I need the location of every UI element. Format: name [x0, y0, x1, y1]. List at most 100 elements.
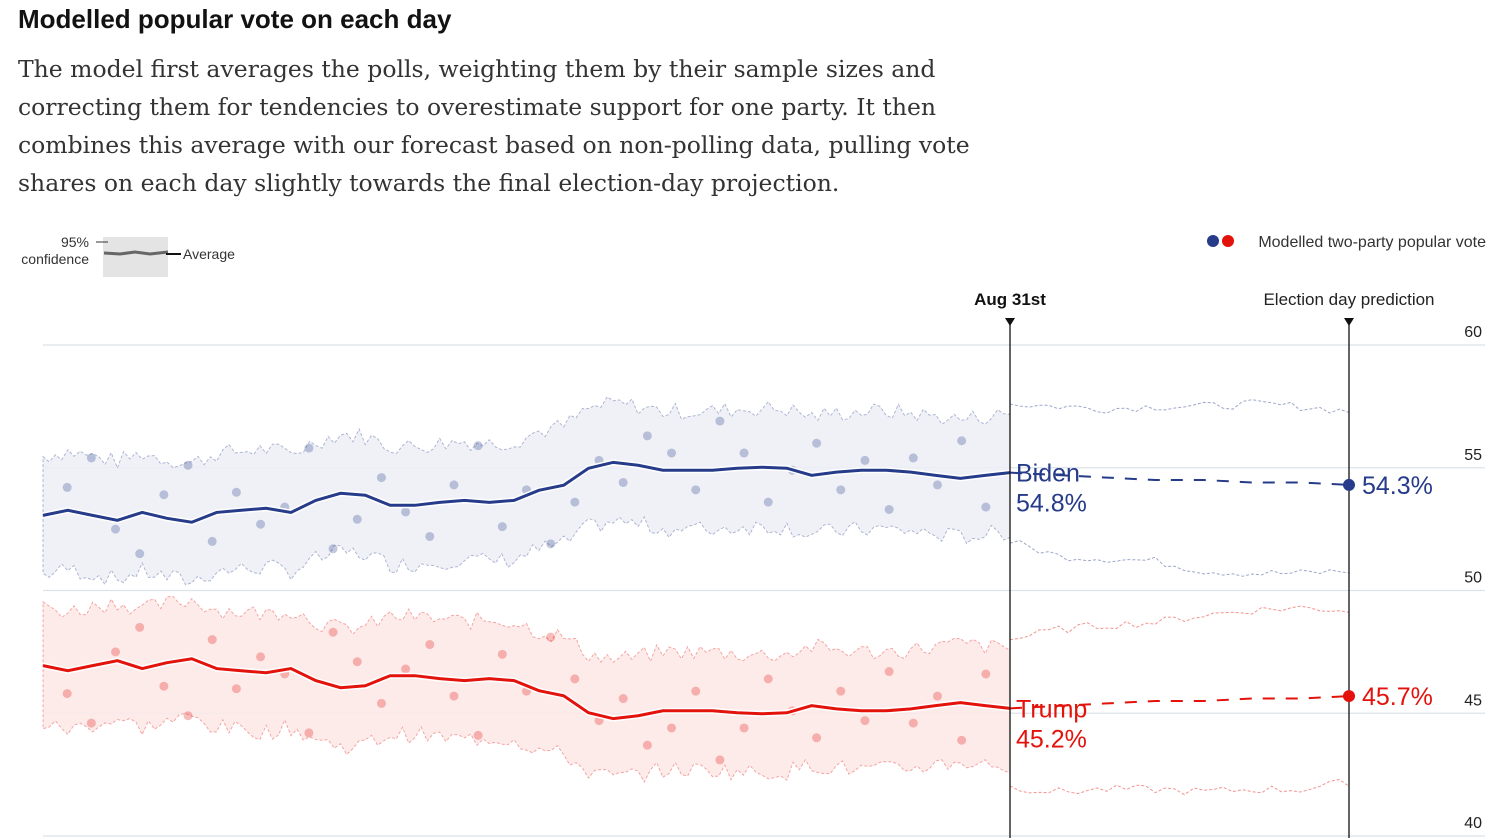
biden-poll-dot — [425, 531, 435, 541]
biden-poll-dot — [352, 514, 362, 524]
trump-poll-dot — [401, 664, 411, 674]
legend-band-swatch — [103, 237, 168, 277]
trump-poll-dot — [111, 647, 121, 657]
trump-projection-line — [1009, 695, 1350, 710]
biden-poll-dot — [86, 453, 96, 463]
legend-trump-dot — [1222, 235, 1234, 247]
biden-poll-dot — [860, 455, 870, 465]
y-tick-label: 45 — [1464, 692, 1482, 709]
trump-poll-dot — [352, 657, 362, 667]
trump-name-label: Trump — [1016, 695, 1087, 723]
biden-poll-dot — [449, 480, 459, 490]
trump-poll-dot — [86, 718, 96, 728]
chart-title: Modelled popular vote on each day — [18, 4, 452, 34]
legend-average-label: Average — [183, 246, 235, 262]
legend-confidence-label-2: confidence — [21, 251, 89, 267]
biden-poll-dot — [159, 490, 169, 500]
biden-projection-lower — [1009, 539, 1350, 577]
trump-poll-dot — [812, 733, 822, 743]
trump-poll-dot — [231, 684, 241, 694]
trump-poll-dot — [981, 669, 991, 679]
trump-poll-dot — [546, 632, 556, 642]
trump-poll-dot — [667, 723, 677, 733]
today-triangle-icon — [1005, 318, 1015, 326]
trump-poll-dot — [932, 691, 942, 701]
biden-poll-dot — [739, 448, 749, 458]
biden-poll-dot — [642, 431, 652, 441]
trump-poll-dot — [715, 755, 725, 765]
trump-projection-upper — [1009, 605, 1350, 641]
biden-poll-dot — [231, 487, 241, 497]
trump-prediction-value: 45.7% — [1362, 683, 1433, 711]
biden-poll-dot — [715, 416, 725, 426]
y-tick-label: 50 — [1464, 570, 1482, 587]
biden-poll-dot — [836, 485, 846, 495]
trump-poll-dot — [691, 686, 701, 696]
trump-poll-dot — [860, 716, 870, 726]
trump-poll-dot — [570, 674, 580, 684]
election-triangle-icon — [1344, 318, 1354, 326]
biden-poll-dot — [304, 443, 314, 453]
marker-today: Aug 31st — [974, 290, 1046, 838]
biden-poll-dot — [111, 524, 121, 534]
trump-poll-dot — [425, 640, 435, 650]
biden-poll-dot — [207, 536, 217, 546]
trump-prediction-dot — [1343, 690, 1355, 703]
biden-projection-upper — [1009, 399, 1350, 414]
biden-poll-dot — [691, 485, 701, 495]
trump-projection-lower — [1009, 778, 1350, 796]
trump-poll-dot — [159, 681, 169, 691]
trump-poll-dot — [908, 718, 918, 728]
y-tick-label: 40 — [1464, 815, 1482, 832]
plot-area — [42, 396, 1350, 796]
trump-current-value: 45.2% — [1016, 725, 1087, 753]
legend-average-swatch — [103, 250, 169, 256]
biden-poll-dot — [884, 504, 894, 514]
biden-poll-dot — [497, 522, 507, 532]
biden-current-value: 54.8% — [1016, 490, 1087, 518]
biden-poll-dot — [135, 549, 145, 559]
trump-poll-dot — [207, 635, 217, 645]
legend-confidence: 95% confidence Average — [21, 234, 235, 277]
biden-poll-dot — [957, 436, 967, 446]
biden-poll-dot — [328, 544, 338, 554]
trump-poll-dot — [884, 667, 894, 677]
biden-confidence-band — [43, 396, 1010, 585]
chart-description: The model first averages the polls, weig… — [18, 55, 970, 197]
biden-poll-dot — [401, 507, 411, 517]
election-label: Election day prediction — [1263, 290, 1434, 309]
trump-poll-dot — [135, 622, 145, 632]
trump-poll-dot — [449, 691, 459, 701]
trump-confidence-band — [43, 596, 1010, 782]
marker-election: Election day prediction — [1263, 290, 1435, 838]
legend-confidence-label-1: 95% — [61, 234, 89, 250]
biden-poll-dot — [183, 460, 193, 470]
y-tick-label: 55 — [1464, 447, 1482, 464]
biden-poll-dot — [62, 482, 72, 492]
biden-poll-dot — [981, 502, 991, 512]
biden-name-label: Biden — [1016, 460, 1080, 488]
legend-biden-dot — [1207, 235, 1219, 247]
trump-poll-dot — [763, 674, 773, 684]
biden-poll-dot — [763, 497, 773, 507]
trump-poll-dot — [642, 740, 652, 750]
biden-poll-dot — [618, 477, 628, 487]
biden-poll-dot — [932, 480, 942, 490]
trump-poll-dot — [497, 649, 507, 659]
biden-poll-dot — [376, 473, 386, 483]
trump-average-line — [42, 657, 1011, 721]
trump-poll-dot — [739, 723, 749, 733]
biden-prediction-value: 54.3% — [1362, 472, 1433, 500]
trump-poll-dot — [183, 711, 193, 721]
trump-poll-dot — [328, 627, 338, 637]
biden-projection-line — [1009, 471, 1350, 486]
legend-series-label: Modelled two-party popular vote — [1258, 234, 1486, 251]
biden-poll-dot — [812, 438, 822, 448]
today-label: Aug 31st — [974, 290, 1046, 309]
biden-poll-dot — [473, 441, 483, 451]
y-tick-label: 60 — [1464, 324, 1482, 341]
trump-poll-dot — [304, 728, 314, 738]
legend-series: Modelled two-party popular vote — [1207, 234, 1486, 251]
biden-poll-dot — [546, 539, 556, 549]
